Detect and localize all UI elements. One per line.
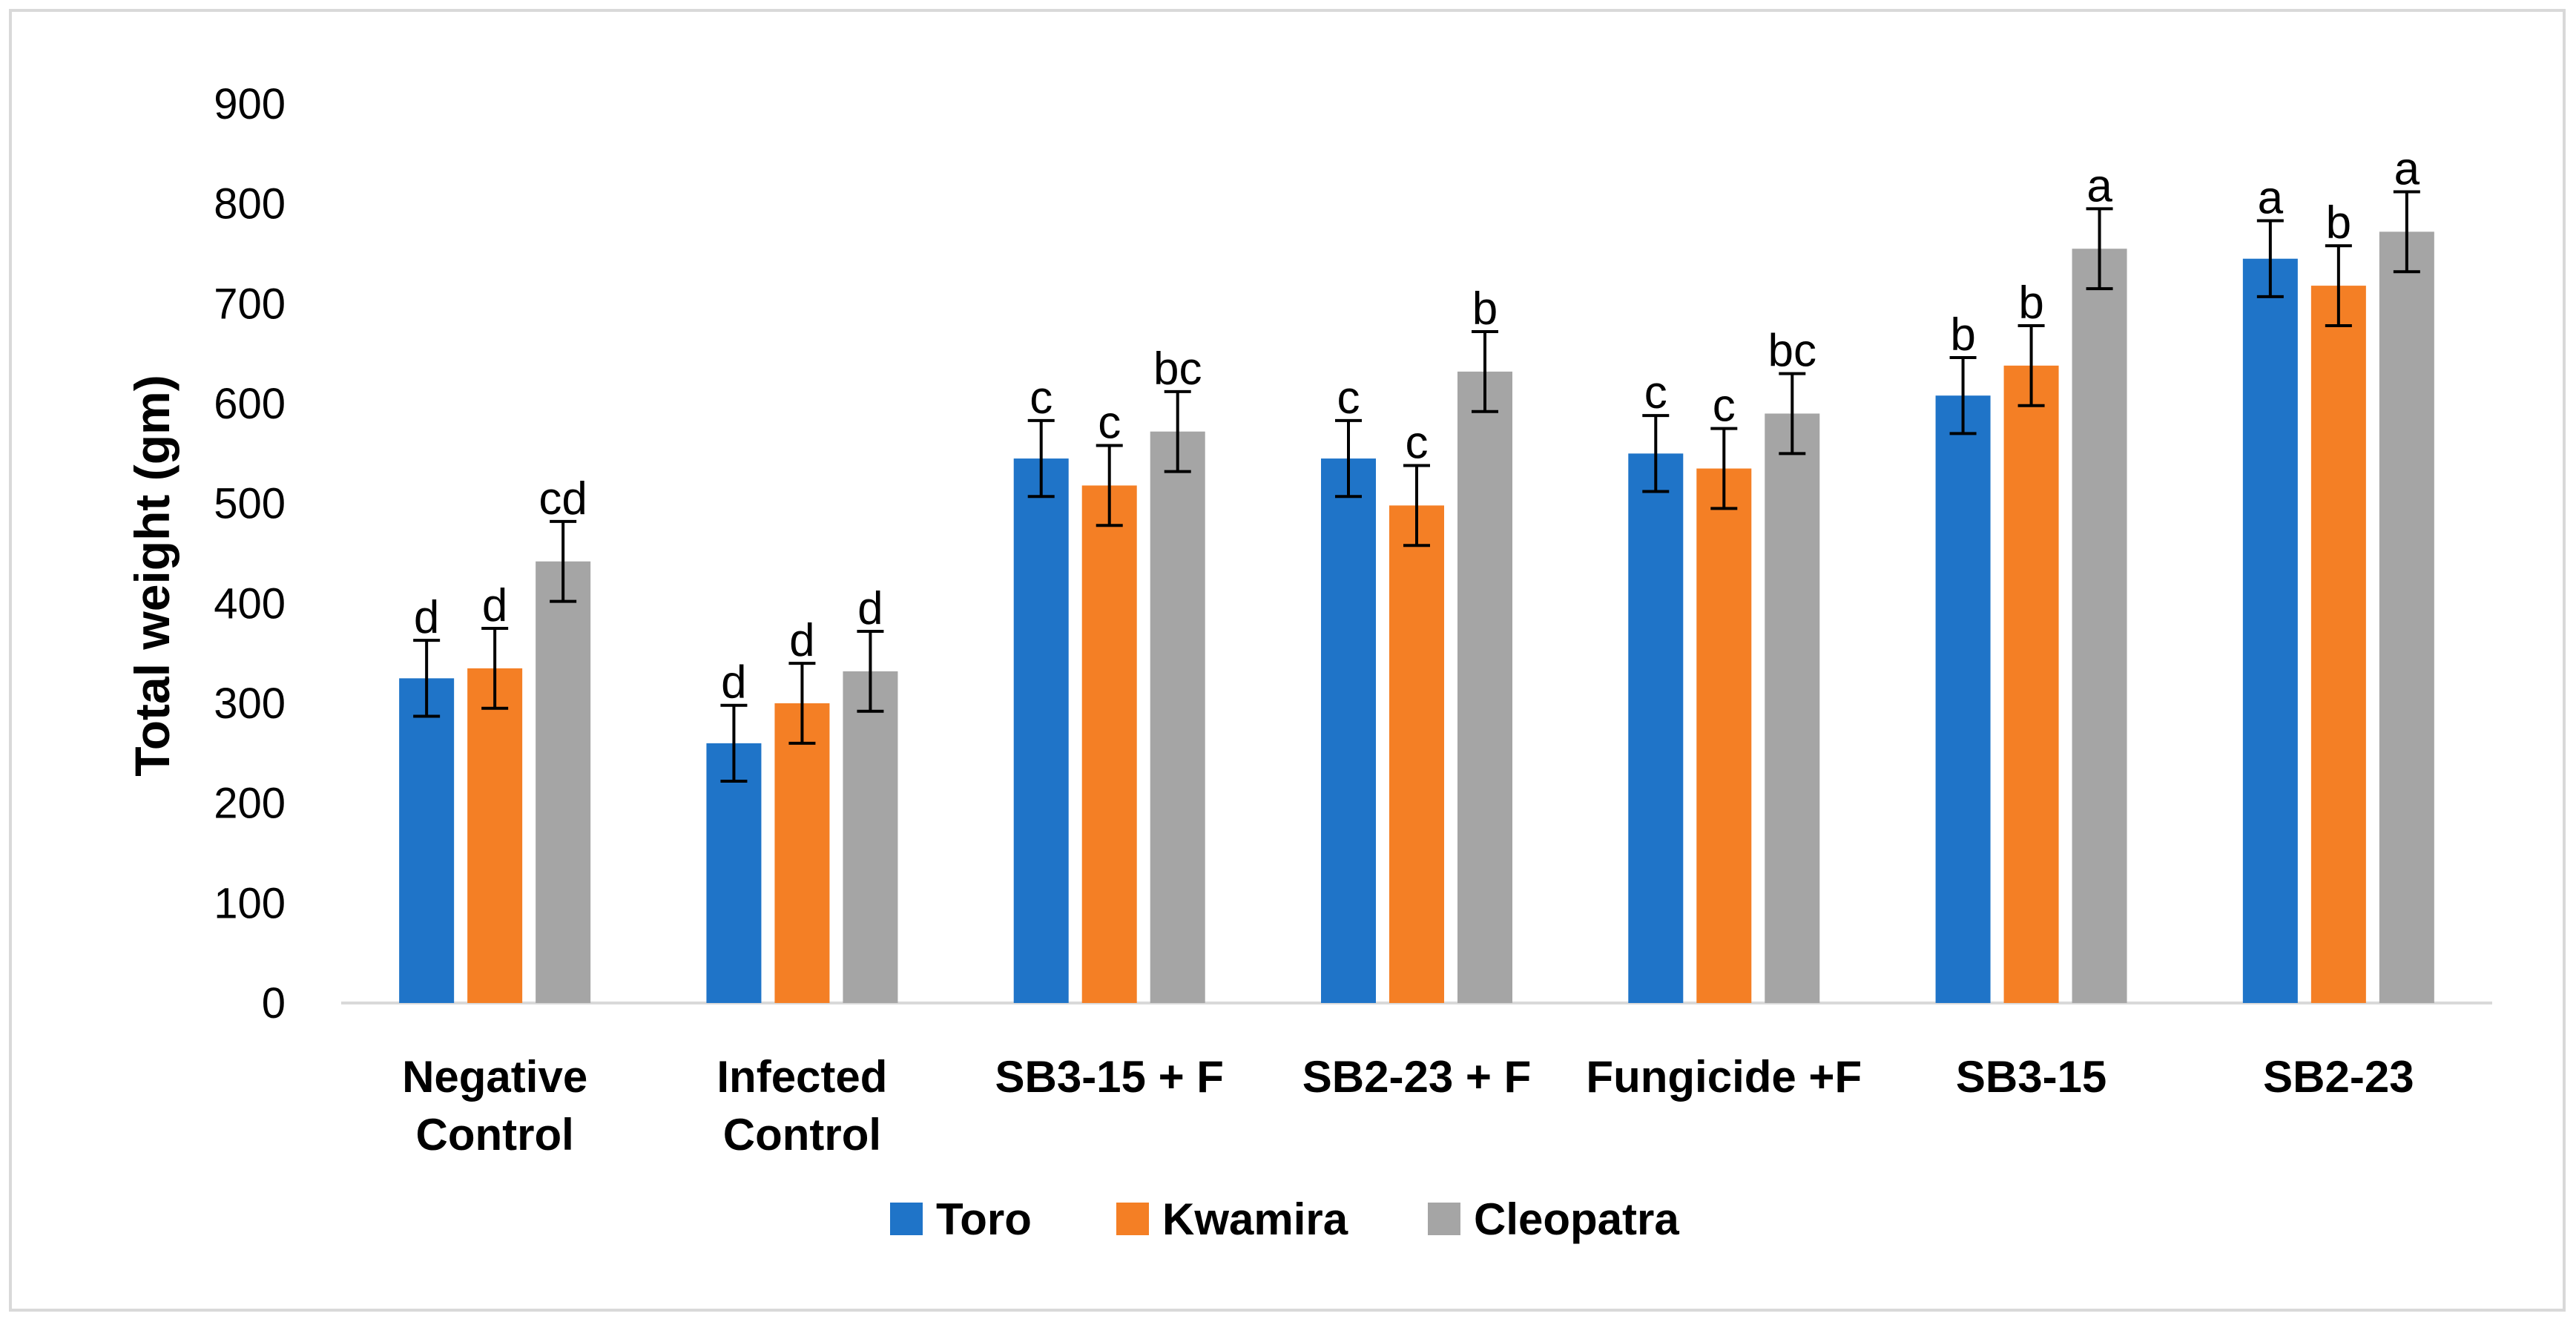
- significance-letter: d: [414, 592, 439, 643]
- bar-toro: [1935, 395, 1991, 1003]
- significance-letter: b: [1950, 309, 1975, 361]
- chart-frame: [9, 9, 2566, 1312]
- significance-letter: d: [789, 615, 814, 666]
- bar-cleopatra: [843, 671, 898, 1003]
- y-tick-label: 500: [214, 480, 286, 528]
- significance-letter: d: [857, 583, 883, 634]
- x-category-label: SB3-15 + F: [995, 1052, 1223, 1102]
- significance-letter: a: [2086, 160, 2112, 211]
- bar-cleopatra: [536, 561, 591, 1003]
- x-category-label: SB3-15: [1956, 1052, 2106, 1102]
- significance-letter: d: [721, 657, 746, 708]
- bar-cleopatra: [1765, 413, 1820, 1003]
- y-tick-label: 600: [214, 380, 286, 428]
- significance-letter: a: [2258, 173, 2284, 224]
- legend-label-cleopatra: Cleopatra: [1474, 1194, 1679, 1244]
- significance-letter: a: [2394, 144, 2420, 195]
- bar-kwamira: [1389, 505, 1444, 1003]
- significance-letter: c: [1030, 372, 1053, 424]
- x-category-label: SB2-23: [2263, 1052, 2414, 1102]
- bar-kwamira: [2003, 365, 2059, 1003]
- bar-cleopatra: [2379, 231, 2434, 1004]
- x-category-label: Fungicide +F: [1586, 1052, 1862, 1102]
- x-category-label: SB2-23 + F: [1302, 1052, 1531, 1102]
- bar-kwamira: [1081, 485, 1137, 1003]
- bar-cleopatra: [2072, 249, 2127, 1003]
- x-category-label: Control: [416, 1110, 574, 1160]
- bar-cleopatra: [1457, 371, 1512, 1003]
- legend-label-toro: Toro: [936, 1194, 1032, 1244]
- bar-toro: [399, 678, 455, 1003]
- y-tick-label: 300: [214, 680, 286, 728]
- bar-toro: [706, 743, 762, 1003]
- significance-letter: d: [482, 580, 507, 631]
- bar-kwamira: [2310, 286, 2366, 1003]
- y-tick-label: 400: [214, 579, 286, 628]
- y-axis-label: Total weight (gm): [125, 375, 179, 776]
- legend-swatch-cleopatra: [1428, 1203, 1460, 1235]
- significance-letter: c: [1337, 372, 1360, 424]
- y-tick-label: 0: [262, 979, 286, 1027]
- significance-letter: b: [2018, 277, 2043, 329]
- significance-letter: c: [1406, 417, 1429, 468]
- y-tick-label: 800: [214, 180, 286, 228]
- y-tick-label: 200: [214, 780, 286, 828]
- x-category-label: Negative: [402, 1052, 587, 1102]
- legend-swatch-kwamira: [1116, 1203, 1149, 1235]
- y-tick-label: 700: [214, 280, 286, 328]
- y-tick-label: 900: [214, 80, 286, 128]
- significance-letter: cd: [538, 473, 587, 524]
- bar-kwamira: [467, 668, 523, 1003]
- x-category-label: Control: [723, 1110, 881, 1160]
- bar-toro: [2242, 258, 2298, 1003]
- significance-letter: b: [2326, 197, 2351, 249]
- x-category-label: Infected: [717, 1052, 887, 1102]
- bar-toro: [1013, 458, 1069, 1003]
- bar-kwamira: [774, 703, 830, 1003]
- significance-letter: bc: [1153, 343, 1202, 395]
- significance-letter: c: [1098, 398, 1121, 449]
- bar-cleopatra: [1150, 431, 1205, 1003]
- bar-toro: [1321, 458, 1376, 1003]
- legend-label-kwamira: Kwamira: [1162, 1194, 1348, 1244]
- y-tick-label: 100: [214, 879, 286, 927]
- bar-kwamira: [1696, 468, 1752, 1003]
- bar-toro: [1628, 453, 1684, 1003]
- legend-swatch-toro: [890, 1203, 923, 1235]
- significance-letter: c: [1713, 381, 1736, 432]
- significance-letter: bc: [1768, 326, 1816, 377]
- significance-letter: b: [1472, 283, 1498, 335]
- significance-letter: c: [1644, 367, 1667, 418]
